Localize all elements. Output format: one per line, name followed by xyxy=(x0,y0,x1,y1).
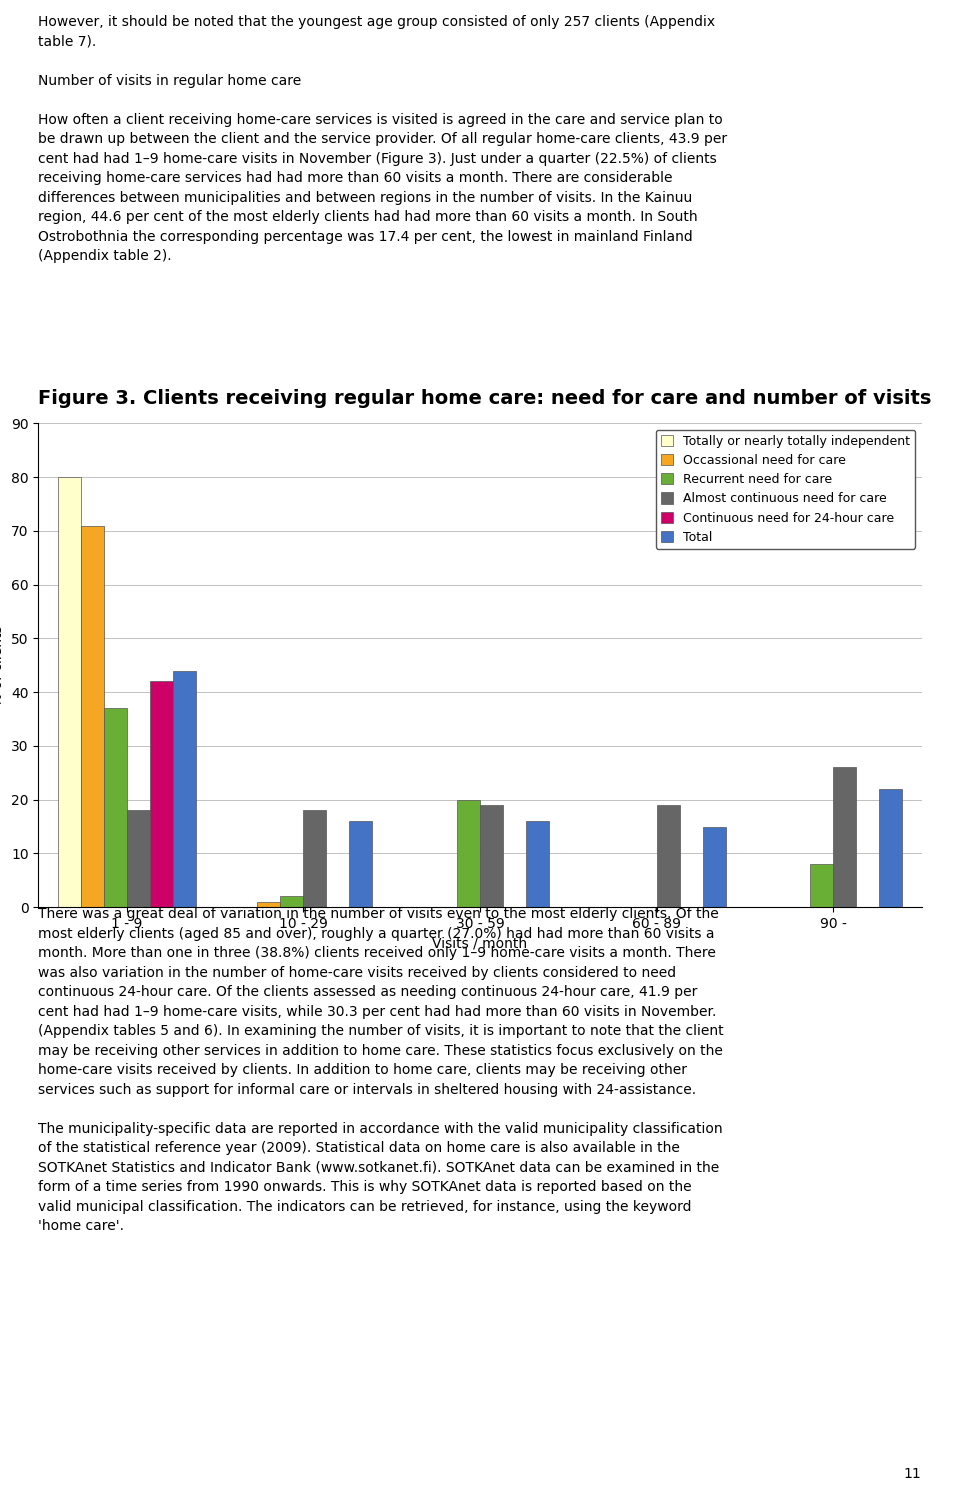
Bar xyxy=(81,526,104,907)
Bar xyxy=(58,478,81,907)
Text: There was a great deal of variation in the number of visits even to the most eld: There was a great deal of variation in t… xyxy=(38,907,724,1234)
Bar xyxy=(280,897,303,907)
Legend: Totally or nearly totally independent, Occassional need for care, Recurrent need: Totally or nearly totally independent, O… xyxy=(656,429,915,549)
Bar xyxy=(457,800,480,907)
X-axis label: Visits / month: Visits / month xyxy=(432,936,528,951)
Bar xyxy=(703,827,726,907)
Y-axis label: % of clients: % of clients xyxy=(0,624,6,706)
Text: However, it should be noted that the youngest age group consisted of only 257 cl: However, it should be noted that the you… xyxy=(38,15,728,263)
Bar xyxy=(833,768,856,907)
Bar xyxy=(526,821,549,907)
Text: Figure 3. Clients receiving regular home care: need for care and number of visit: Figure 3. Clients receiving regular home… xyxy=(38,389,932,408)
Bar xyxy=(257,901,280,907)
Bar xyxy=(810,865,833,907)
Bar xyxy=(879,789,902,907)
Bar xyxy=(657,804,680,907)
Bar xyxy=(104,708,127,907)
Bar xyxy=(173,671,196,907)
Bar xyxy=(349,821,372,907)
Bar xyxy=(150,682,173,907)
Bar xyxy=(480,804,503,907)
Bar xyxy=(127,810,150,907)
Bar xyxy=(303,810,326,907)
Text: 11: 11 xyxy=(904,1467,922,1482)
